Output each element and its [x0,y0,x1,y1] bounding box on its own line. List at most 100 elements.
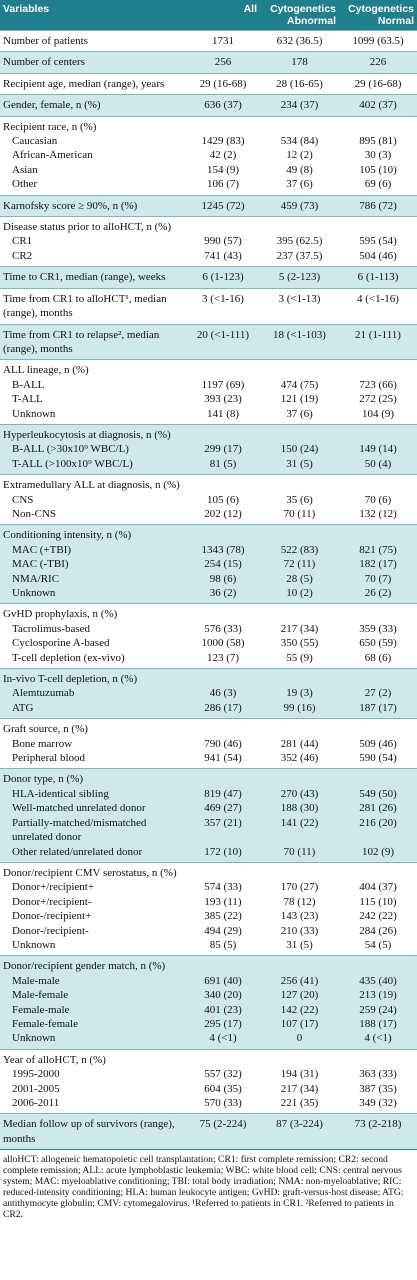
cell-value: 143 (23) [280,910,319,923]
cell-value: 576 (33) [204,622,242,635]
cell-value: 27 (2) [339,686,417,701]
table-row: Other related/unrelated donor 172 (10) 70 … [0,844,417,863]
cell-value: 0 [260,1031,339,1050]
cell-value: 359 (33) [359,622,397,635]
row-label: Bone marrow [12,737,73,750]
row-group: Graft source, n (%) Bone marrow 790 (46) 28… [0,718,417,769]
table-row: African-American 42 (2) 12 (2) 30 (3) [0,148,417,162]
row-label: Number of patients [0,29,186,52]
cell-value: 36 (2) [186,586,260,604]
cell-value: 237 (37.5) [276,249,323,262]
cell-value: 78 (12) [283,895,316,908]
table-row: MAC (-TBI) 254 (15) 72 (11) 182 (17) [0,557,417,572]
cell-value: 256 (41) [260,973,339,989]
table-row: T-ALL (>100x10⁹ WBC/L) 81 (5) 31 (5) 50 (4) [0,456,417,475]
cell-value: 393 (23) [204,393,242,406]
cell-value: 259 (24) [339,1002,417,1017]
table-row: Donor-/recipient- 494 (29) 210 (33) 284 (26… [0,924,417,938]
header-cell: Variables [0,0,186,31]
row-label: Other [12,178,38,191]
header-row: Variables All Cytogenetics Abnormal Cyto… [0,0,417,31]
table-row: MAC (+TBI) 1343 (78) 522 (83) 821 (75) [0,542,417,558]
row-group: Hyperleukocytosis at diagnosis, n (%) B-A… [0,423,417,475]
cell-value: 1429 (83) [201,135,245,148]
cell-value: 21 (1-111) [339,323,417,360]
cell-value: 170 (27) [280,881,319,894]
cell-value: 150 (24) [260,442,339,457]
group-title: Recipient race, n (%) [0,115,417,135]
table-row: Bone marrow 790 (46) 281 (44) 509 (46) [0,737,417,751]
cell-value: 31 (5) [260,456,339,475]
table-row: Recipient age, median (range), years 29 (… [0,72,417,95]
cell-value: 574 (33) [204,881,242,894]
row-group: Number of centers 256 178 226 [0,51,417,74]
row-group: In-vivo T-cell depletion, n (%) Alemtuzum… [0,668,417,719]
cell-value: 178 [260,51,339,74]
cell-value: 242 (22) [359,910,397,923]
cell-value: 286 (17) [186,700,260,719]
cell-value: 723 (66) [359,378,397,391]
cell-value: 404 (37) [359,881,397,894]
row-label: Time from CR1 to relapse², median (range… [0,323,186,360]
cell-value: 1000 (58) [201,637,245,650]
cell-value: 107 (17) [260,1016,339,1032]
group-title: GvHD prophylaxis, n (%) [0,603,417,622]
cell-value: 474 (75) [280,378,319,391]
row-label: Female-female [0,1016,186,1032]
cell-value: 187 (17) [339,700,417,719]
group-title: Disease status prior to alloHCT, n (%) [0,216,417,235]
row-label: 2001-2005 [12,1082,60,1095]
row-label: Donor+/recipient- [12,895,92,908]
cell-value: 30 (3) [364,149,392,162]
row-group: Gender, female, n (%) 636 (37) 234 (37) 402… [0,94,417,117]
header-cell: All [186,0,260,31]
cell-value: 650 (59) [359,637,397,650]
table-row: Non-CNS 202 (12) 70 (11) 132 (12) [0,507,417,525]
table-row: Other 106 (7) 37 (6) 69 (6) [0,177,417,195]
cell-value: 5 (2-123) [260,266,339,289]
cell-value: 35 (6) [286,493,313,506]
row-label: Well-matched unrelated donor [0,801,186,816]
cell-value: 217 (34) [280,1082,319,1095]
table-row: Unknown 4 (<1) 0 4 (<1) [0,1031,417,1050]
cell-value: 217 (34) [280,622,319,635]
row-label: CNS [12,493,34,506]
row-label: Cyclosporine A-based [12,637,110,650]
cell-value: 632 (36.5) [260,29,339,52]
cell-value: 570 (33) [204,1097,242,1109]
group-title: Extramedullary ALL at diagnosis, n (%) [0,474,417,493]
cell-value: 691 (40) [186,973,260,989]
cell-value: 149 (14) [339,442,417,457]
row-label: T-ALL [12,393,43,406]
cell-value: 504 (46) [359,249,397,262]
cell-value: 154 (9) [206,163,240,176]
table-row: Alemtuzumab 46 (3) 19 (3) 27 (2) [0,686,417,701]
cell-value: 281 (26) [339,801,417,816]
cell-value: 29 (16-68) [339,72,417,95]
cell-value: 37 (6) [286,407,313,420]
table-row: 1995-2000 557 (32) 194 (31) 363 (33) [0,1067,417,1081]
table-row: B-ALL 1197 (69) 474 (75) 723 (66) [0,378,417,392]
table-row: B-ALL (>30x10⁹ WBC/L) 299 (17) 150 (24) 149… [0,442,417,457]
cell-value: 254 (15) [186,557,260,572]
row-group: Conditioning intensity, n (%) MAC (+TBI) 1… [0,524,417,604]
cell-value: 402 (37) [339,94,417,117]
cell-value: 895 (81) [359,135,397,148]
cell-value: 105 (6) [206,493,240,506]
cell-value: 4 (<1) [339,1031,417,1050]
table-row: CR2 741 (43) 237 (37.5) 504 (46) [0,249,417,267]
cell-value: 221 (35) [280,1097,319,1109]
cell-value: 50 (4) [339,456,417,475]
row-group: Time from CR1 to alloHCT¹, median (range… [0,287,417,324]
group-title-row: Recipient race, n (%) [0,115,417,135]
cell-value: 234 (37) [260,94,339,117]
cell-value: 10 (2) [260,586,339,604]
cell-value: 70 (6) [364,493,392,506]
cell-value: 69 (6) [364,178,392,191]
cell-value: 182 (17) [339,557,417,572]
row-group: ALL lineage, n (%) B-ALL 1197 (69) 474 (75)… [0,359,417,425]
cell-value: 821 (75) [339,542,417,558]
row-label: Non-CNS [12,507,57,520]
table-row: Time to CR1, median (range), weeks 6 (1-1… [0,266,417,289]
row-group: Number of patients 1731 632 (36.5) 1099 (63… [0,29,417,52]
